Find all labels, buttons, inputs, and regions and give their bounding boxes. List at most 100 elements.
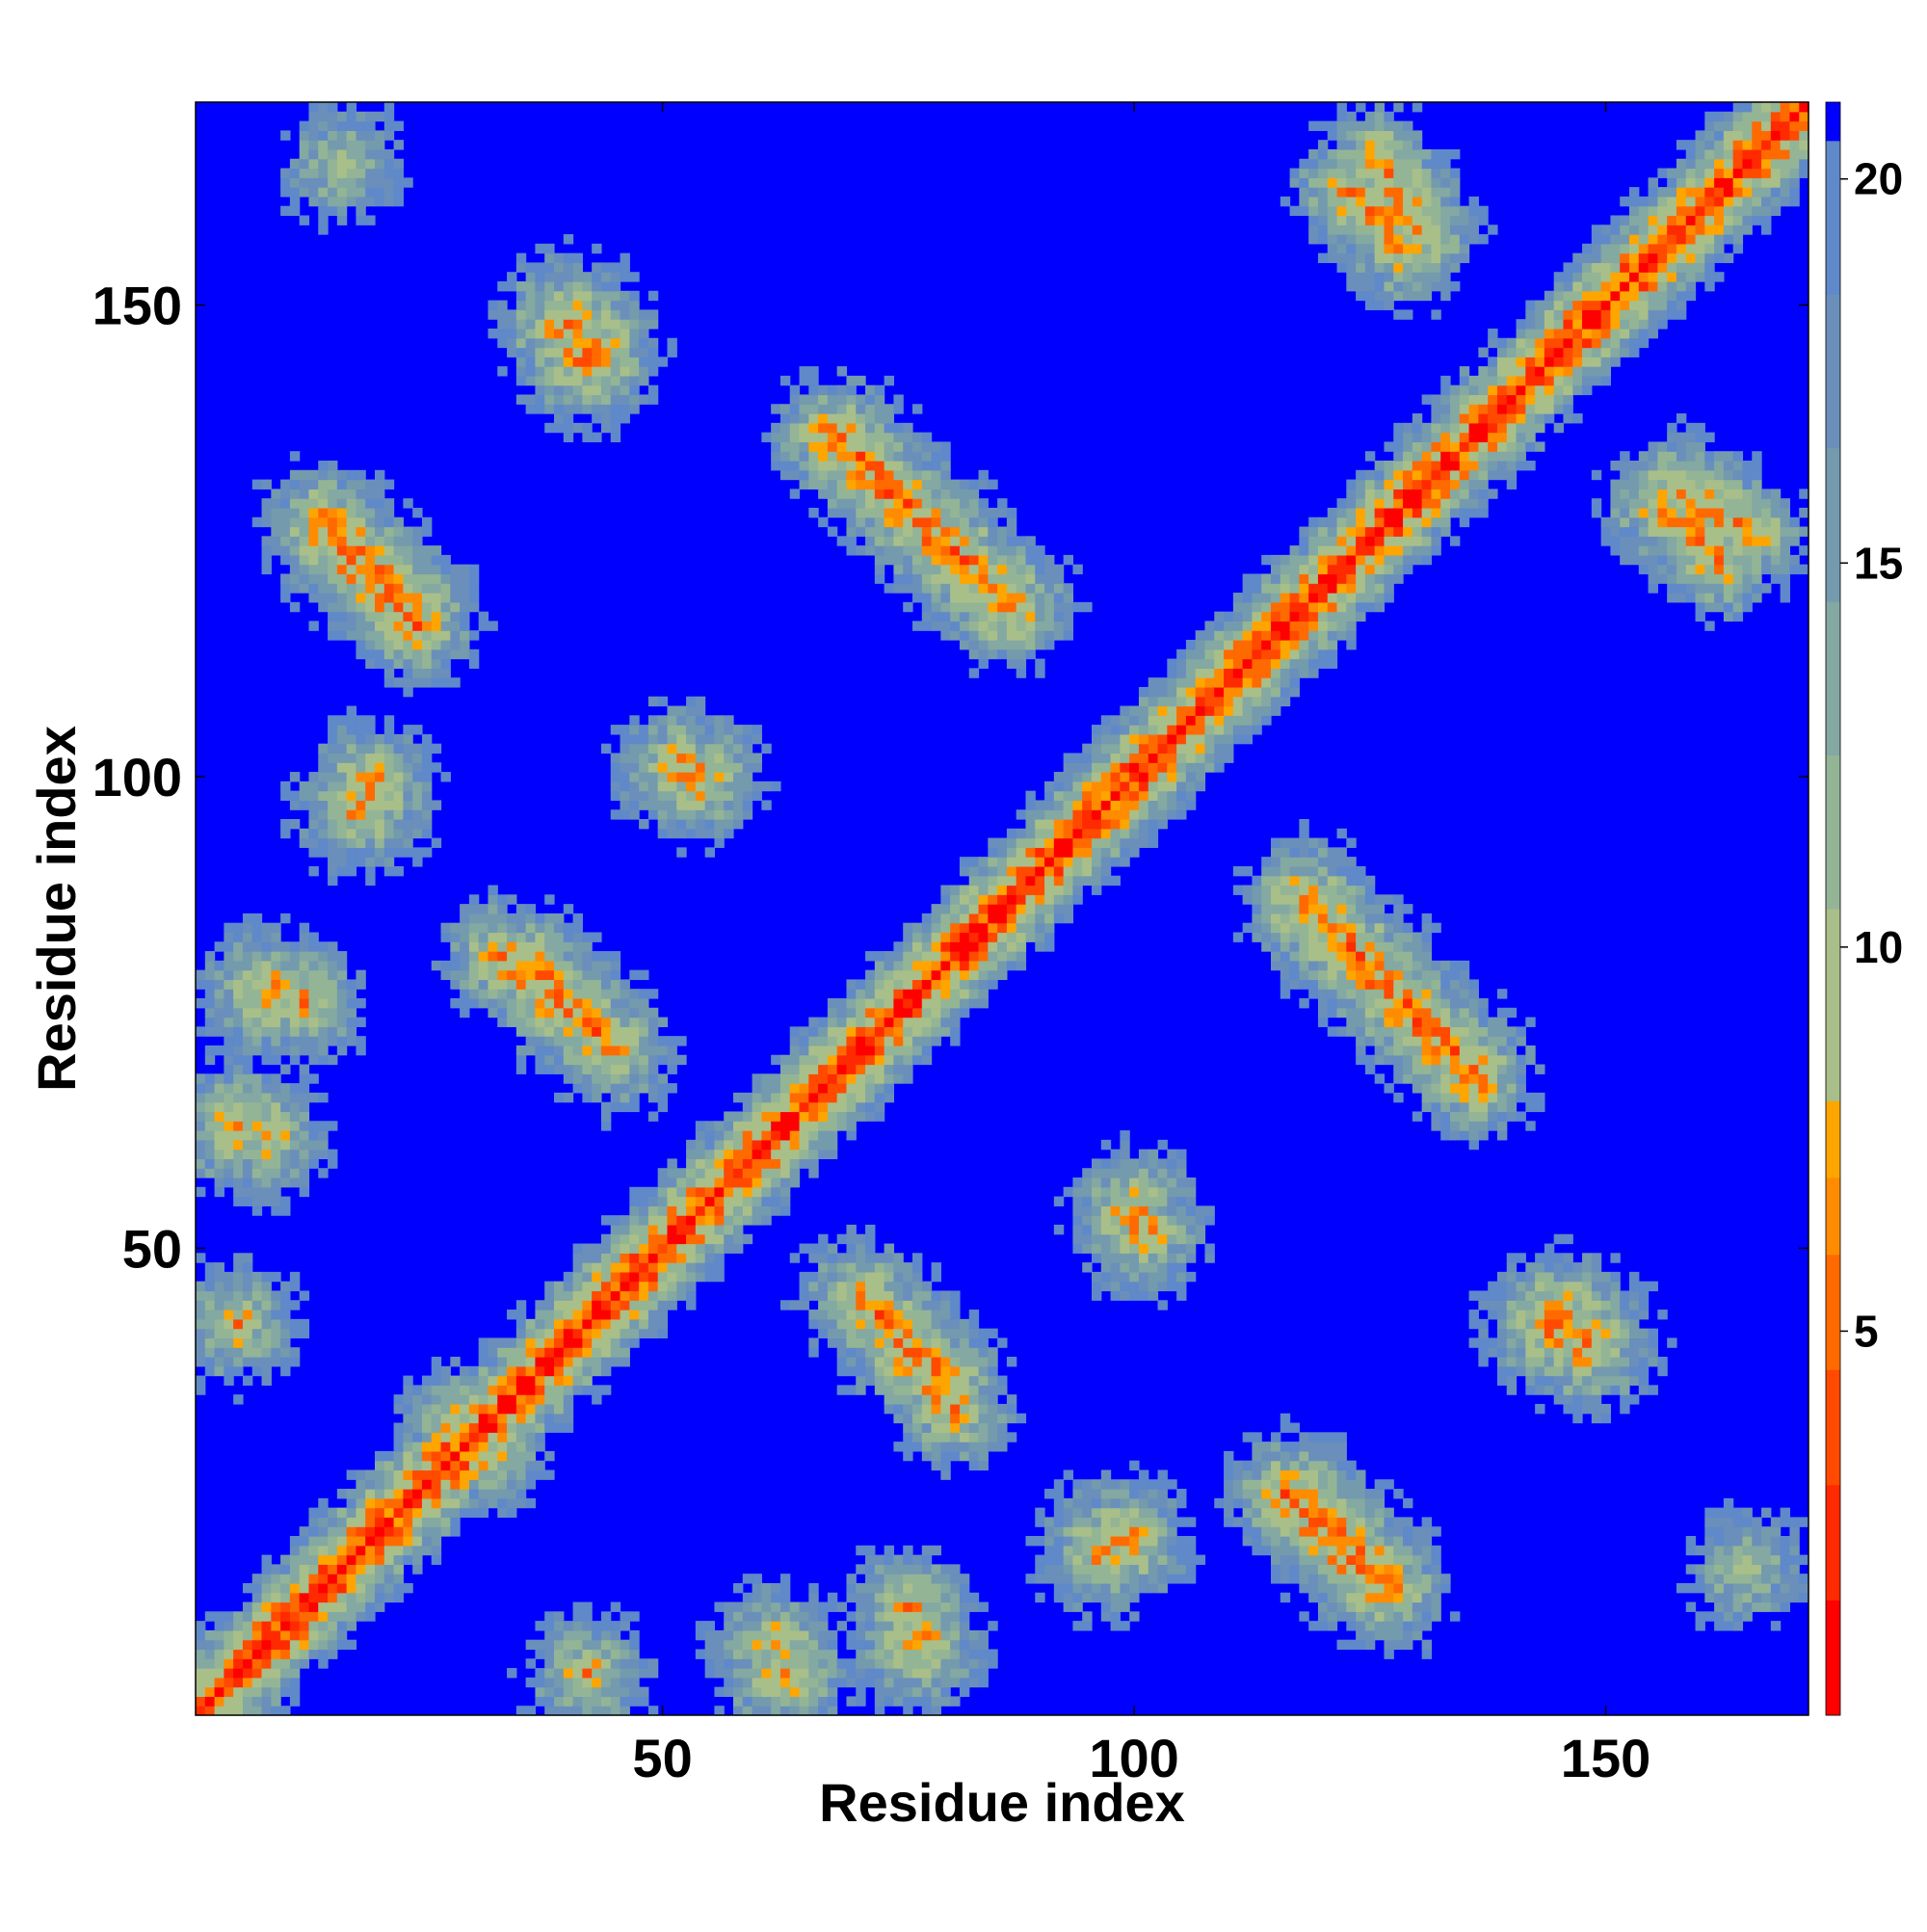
heatmap-cell [582, 1243, 593, 1254]
heatmap-cell [299, 1092, 310, 1103]
heatmap-cell [356, 168, 366, 178]
heatmap-cell [1072, 1574, 1083, 1584]
heatmap-cell [515, 1706, 527, 1716]
heatmap-cell [836, 1017, 848, 1027]
heatmap-cell [761, 1196, 772, 1206]
heatmap-cell [836, 1318, 848, 1330]
heatmap-cell [1044, 630, 1055, 641]
heatmap-cell [695, 1178, 706, 1188]
heatmap-cell [460, 1450, 470, 1462]
heatmap-cell [1053, 1517, 1065, 1527]
heatmap-cell [582, 1696, 593, 1707]
heatmap-cell [525, 1442, 537, 1452]
heatmap-cell [1063, 1536, 1074, 1547]
heatmap-cell [460, 564, 470, 575]
heatmap-cell [403, 819, 413, 830]
heatmap-cell [921, 1357, 933, 1367]
heatmap-cell [515, 1413, 527, 1424]
heatmap-cell [629, 1054, 640, 1066]
heatmap-cell [515, 375, 527, 386]
heatmap-cell [421, 809, 433, 820]
heatmap-cell [497, 1413, 508, 1424]
heatmap-cell [356, 753, 366, 763]
heatmap-cell [647, 1205, 659, 1216]
heatmap-cell [421, 601, 433, 613]
heatmap-cell [535, 1385, 545, 1395]
heatmap-cell [356, 593, 366, 603]
heatmap-cell [393, 545, 404, 556]
heatmap-cell [761, 1658, 772, 1669]
heatmap-cell [204, 1347, 216, 1358]
heatmap-cell [535, 1007, 545, 1019]
heatmap-cell [968, 1310, 980, 1320]
heatmap-cell [799, 1706, 809, 1716]
heatmap-cell [592, 1365, 602, 1377]
heatmap-cell [375, 781, 385, 792]
heatmap-cell [488, 1422, 498, 1433]
heatmap-cell [657, 1300, 669, 1310]
heatmap-cell [233, 989, 244, 999]
heatmap-cell [507, 1497, 517, 1509]
heatmap-cell [289, 573, 301, 584]
heatmap-cell [336, 762, 348, 773]
heatmap-cell [931, 536, 941, 546]
heatmap-cell [507, 1007, 517, 1019]
heatmap-cell [535, 1422, 545, 1433]
heatmap-cell [554, 1686, 565, 1698]
heatmap-cell [280, 130, 291, 141]
heatmap-cell [1063, 885, 1074, 895]
heatmap-cell [978, 1668, 989, 1679]
heatmap-cell [280, 573, 291, 584]
heatmap-cell [629, 1310, 640, 1320]
heatmap-cell [356, 187, 366, 198]
heatmap-cell [403, 526, 413, 537]
heatmap-cell [912, 1045, 923, 1056]
heatmap-cell [893, 394, 904, 405]
heatmap-cell [280, 1101, 291, 1113]
heatmap-cell [836, 404, 848, 414]
heatmap-cell [563, 979, 574, 990]
heatmap-cell [308, 781, 319, 792]
heatmap-cell [1035, 922, 1045, 934]
heatmap-cell [931, 1036, 941, 1046]
heatmap-cell [893, 1300, 904, 1310]
heatmap-cell [271, 536, 281, 546]
heatmap-cell [280, 1318, 291, 1330]
heatmap-cell [1063, 1592, 1074, 1603]
heatmap-cell [921, 1045, 933, 1056]
heatmap-cell [931, 441, 941, 452]
heatmap-cell [620, 790, 630, 802]
heatmap-cell [704, 1130, 716, 1141]
heatmap-cell [393, 516, 404, 528]
heatmap-cell [931, 1564, 941, 1575]
heatmap-cell [393, 120, 404, 131]
heatmap-cell [912, 941, 923, 952]
heatmap-cell [515, 347, 527, 357]
heatmap-cell [515, 1017, 527, 1027]
heatmap-cell [931, 1026, 941, 1037]
heatmap-cell [1025, 885, 1036, 895]
heatmap-cell [318, 781, 329, 792]
heatmap-cell [779, 1139, 791, 1151]
heatmap-cell [884, 969, 895, 981]
heatmap-cell [620, 989, 630, 999]
heatmap-cell [610, 357, 621, 367]
heatmap-cell [1006, 621, 1017, 631]
heatmap-cell [846, 1365, 857, 1377]
heatmap-cell [884, 1092, 895, 1103]
heatmap-cell [1063, 1186, 1074, 1198]
heatmap-cell [733, 1224, 744, 1235]
heatmap-cell [582, 969, 593, 981]
heatmap-cell [289, 1658, 301, 1669]
heatmap-cell [525, 941, 537, 952]
heatmap-cell [261, 1601, 272, 1612]
heatmap-cell [251, 1149, 263, 1160]
heatmap-cell [799, 1658, 809, 1669]
heatmap-cell [846, 526, 857, 537]
heatmap-cell [988, 648, 998, 660]
heatmap-cell [846, 489, 857, 499]
heatmap-cell [488, 998, 498, 1009]
heatmap-cell [535, 404, 545, 414]
heatmap-cell [592, 1036, 602, 1046]
heatmap-cell [544, 1403, 555, 1415]
